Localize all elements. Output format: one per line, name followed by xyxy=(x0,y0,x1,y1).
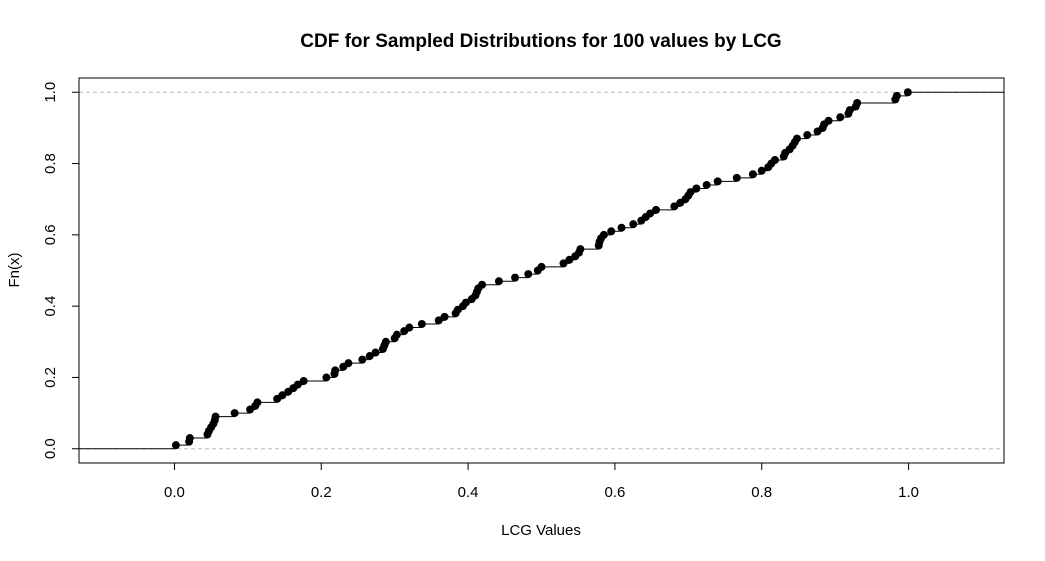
ecdf-point xyxy=(293,380,302,389)
ecdf-point xyxy=(392,330,401,339)
ecdf-point xyxy=(371,348,380,357)
ecdf-point xyxy=(511,273,520,282)
ecdf-point xyxy=(770,155,779,164)
ecdf-point xyxy=(903,88,912,97)
ecdf-point xyxy=(331,366,340,375)
x-tick-label: 0.8 xyxy=(751,484,772,501)
ecdf-point xyxy=(405,323,414,332)
ecdf-point xyxy=(440,312,449,321)
ecdf-point xyxy=(299,377,308,386)
ecdf-point xyxy=(576,245,585,254)
chart-title: CDF for Sampled Distributions for 100 va… xyxy=(300,31,781,52)
ecdf-point xyxy=(381,337,390,346)
ecdf-point xyxy=(845,106,854,115)
ecdf-point xyxy=(365,352,374,361)
y-tick-label: 0.4 xyxy=(42,296,59,317)
ecdf-point xyxy=(524,270,533,279)
x-tick-label: 0.6 xyxy=(604,484,625,501)
y-tick-label: 0.8 xyxy=(42,153,59,174)
ecdf-point xyxy=(692,184,701,193)
ecdf-point xyxy=(670,202,679,211)
ecdf-point xyxy=(494,277,503,286)
ecdf-point xyxy=(757,166,766,175)
ecdf-point xyxy=(713,177,722,186)
y-tick-label: 0.0 xyxy=(42,438,59,459)
x-tick-label: 0.4 xyxy=(458,484,479,501)
ecdf-point xyxy=(853,98,862,107)
ecdf-point xyxy=(461,298,470,307)
ecdf-point xyxy=(732,173,741,182)
y-tick-label: 0.2 xyxy=(42,367,59,388)
x-axis-label: LCG Values xyxy=(501,522,581,539)
y-axis-label: Fn(x) xyxy=(6,253,23,288)
ecdf-point xyxy=(278,391,287,400)
ecdf-point xyxy=(629,220,638,229)
y-tick-label: 0.6 xyxy=(42,224,59,245)
ecdf-point xyxy=(434,316,443,325)
ecdf-point xyxy=(185,434,194,443)
x-tick-label: 1.0 xyxy=(898,484,919,501)
ecdf-points xyxy=(171,88,912,450)
ecdf-point xyxy=(478,280,487,289)
ecdf-point xyxy=(599,230,608,239)
y-axis: 0.0 0.2 0.4 0.6 0.8 1.0 xyxy=(42,82,79,459)
y-tick-label: 1.0 xyxy=(42,82,59,103)
ecdf-point xyxy=(652,205,661,214)
ecdf-point xyxy=(417,319,426,328)
ecdf-point xyxy=(748,170,757,179)
ecdf-point xyxy=(537,262,546,271)
ecdf-point xyxy=(792,134,801,143)
ecdf-point xyxy=(803,131,812,140)
ecdf-point xyxy=(171,441,180,450)
ecdf-point xyxy=(646,209,655,218)
plot-frame xyxy=(78,77,1005,464)
x-axis: 0.0 0.2 0.4 0.6 0.8 1.0 xyxy=(164,463,919,501)
x-tick-label: 0.2 xyxy=(311,484,332,501)
ecdf-point xyxy=(322,373,331,382)
ecdf-point xyxy=(836,113,845,122)
ecdf-point xyxy=(686,188,695,197)
ecdf-point xyxy=(253,398,262,407)
ecdf-point xyxy=(824,116,833,125)
reference-lines xyxy=(79,91,1004,450)
ecdf-point xyxy=(702,180,711,189)
ecdf-point xyxy=(565,255,574,264)
ecdf-point xyxy=(607,227,616,236)
ecdf-point xyxy=(892,91,901,100)
ecdf-point xyxy=(559,259,568,268)
x-tick-label: 0.0 xyxy=(164,484,185,501)
ecdf-point xyxy=(211,412,220,421)
ecdf-point xyxy=(230,409,239,418)
ecdf-point xyxy=(344,359,353,368)
ecdf-point xyxy=(617,223,626,232)
ecdf-point xyxy=(358,355,367,364)
